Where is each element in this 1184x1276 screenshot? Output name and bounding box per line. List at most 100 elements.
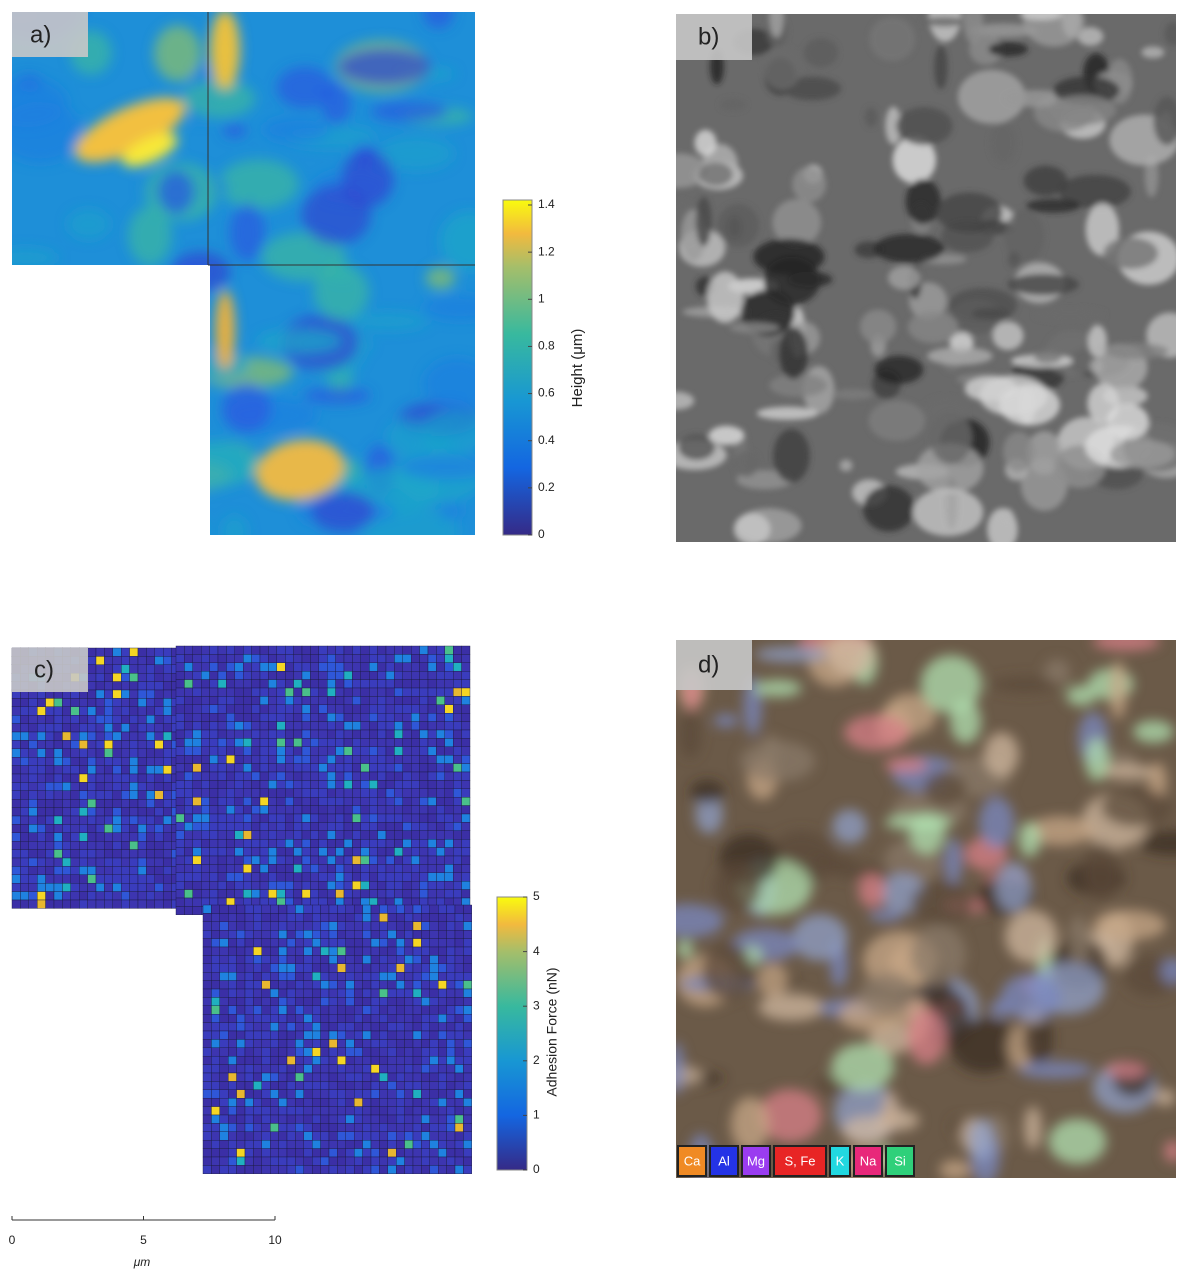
- cell: [419, 671, 429, 680]
- cell: [236, 1072, 246, 1082]
- cell: [112, 664, 122, 674]
- cell: [327, 855, 336, 865]
- cell: [446, 1014, 456, 1023]
- cell: [370, 1097, 380, 1107]
- cell: [328, 1014, 338, 1023]
- cell: [453, 729, 462, 739]
- cell: [28, 815, 38, 825]
- cell: [453, 805, 462, 815]
- cell: [429, 1165, 439, 1175]
- blob: [950, 1018, 1019, 1074]
- cell: [310, 713, 319, 722]
- cell: [438, 1039, 447, 1049]
- cell: [345, 1081, 355, 1091]
- cell: [120, 899, 130, 909]
- blob: [676, 153, 708, 188]
- cell: [120, 866, 130, 876]
- cell: [354, 921, 363, 931]
- cell: [87, 748, 97, 758]
- cell: [278, 930, 288, 939]
- cell: [234, 679, 244, 689]
- blob: [106, 505, 207, 535]
- cell: [438, 1089, 447, 1099]
- cell: [293, 788, 303, 798]
- colorbar-label: Adhesion Force (nN): [544, 967, 560, 1096]
- cell: [11, 883, 21, 892]
- cell: [278, 1139, 288, 1149]
- blob: [26, 364, 119, 379]
- cell: [436, 780, 445, 790]
- cell: [217, 889, 227, 899]
- cell: [285, 729, 294, 739]
- cell: [95, 723, 105, 733]
- cell: [379, 938, 388, 948]
- cell: [20, 841, 29, 850]
- cell: [192, 771, 202, 781]
- cell: [270, 963, 279, 973]
- cell: [234, 738, 244, 748]
- cell: [411, 847, 420, 857]
- cell: [236, 1047, 246, 1057]
- cell: [202, 1014, 212, 1023]
- blob: [347, 312, 428, 331]
- cell: [234, 687, 244, 697]
- cell: [146, 857, 155, 867]
- cell: [444, 855, 454, 865]
- cell: [427, 763, 437, 773]
- blob: [12, 347, 63, 400]
- cell: [95, 681, 105, 691]
- cell: [360, 771, 370, 781]
- cell: [427, 872, 437, 882]
- cell: [270, 1148, 279, 1158]
- cell: [310, 721, 319, 731]
- cell: [303, 1030, 313, 1040]
- cell: [278, 1131, 288, 1141]
- cell: [37, 874, 46, 884]
- cell: [286, 1156, 296, 1166]
- cell: [242, 654, 252, 664]
- cell: [70, 731, 80, 741]
- cell: [454, 946, 464, 956]
- cell: [45, 799, 55, 808]
- cell: [270, 955, 279, 965]
- cell: [327, 839, 336, 848]
- cell: [37, 832, 46, 842]
- cell: [227, 1114, 237, 1124]
- blob: [123, 360, 214, 379]
- cell: [200, 654, 210, 664]
- cell: [276, 889, 286, 899]
- cell: [318, 738, 328, 748]
- cell: [184, 738, 193, 748]
- cell: [412, 1148, 422, 1158]
- cell: [396, 913, 405, 923]
- cell: [242, 763, 252, 773]
- cell: [154, 874, 164, 884]
- cell: [87, 857, 97, 867]
- cell: [45, 698, 55, 708]
- cell: [270, 997, 279, 1007]
- cell: [362, 1106, 372, 1116]
- cell: [70, 883, 80, 892]
- cell: [412, 1022, 422, 1032]
- cell: [396, 997, 405, 1007]
- cell: [261, 1148, 271, 1158]
- cell: [453, 822, 462, 832]
- cell: [242, 729, 252, 739]
- cell: [53, 790, 63, 800]
- cell: [345, 930, 355, 939]
- cell: [276, 746, 286, 756]
- cell: [11, 815, 21, 825]
- cell: [184, 687, 193, 697]
- cell: [253, 955, 262, 965]
- cell: [242, 771, 252, 781]
- cell: [320, 930, 330, 939]
- cell: [394, 864, 403, 874]
- cell: [327, 889, 336, 899]
- cell: [312, 1123, 321, 1133]
- cell: [438, 972, 447, 981]
- cell: [337, 1123, 346, 1133]
- cell: [78, 899, 88, 909]
- cell: [175, 755, 185, 764]
- blob: [995, 862, 1032, 913]
- cell: [396, 955, 405, 965]
